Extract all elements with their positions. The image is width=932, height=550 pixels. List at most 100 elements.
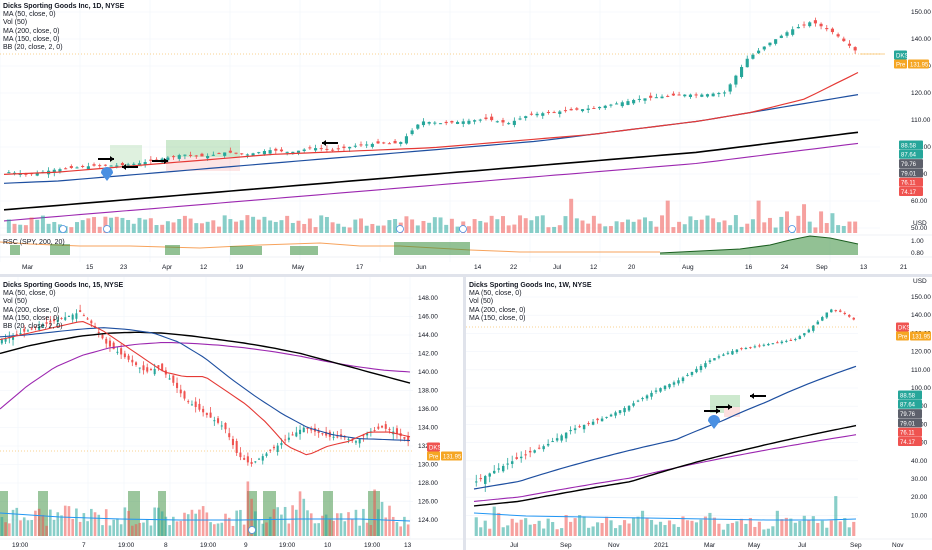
daily-volume-bar (563, 216, 568, 233)
weekly-candle (609, 414, 613, 417)
daily-candle (177, 155, 181, 159)
intraday-price-tag-symbol: DKS (429, 445, 441, 451)
daily-volume-bar (410, 219, 415, 233)
daily-volume-bar (591, 215, 596, 233)
weekly-candle (852, 317, 855, 320)
intraday-price-tick: 138.00 (418, 388, 438, 395)
intraday-candle (142, 365, 145, 371)
intraday-volume-bar (116, 518, 119, 536)
daily-candle (348, 146, 352, 149)
weekly-candle (816, 321, 820, 325)
weekly-chart-canvas[interactable]: 150.00140.00130.00120.00110.00100.0080.0… (466, 277, 932, 550)
daily-volume-bar (296, 220, 301, 233)
daily-candle (694, 94, 698, 96)
daily-candle (376, 141, 380, 144)
intraday-candle (235, 441, 238, 453)
intraday-volume-bar (30, 520, 33, 536)
weekly-chart-panel[interactable]: 150.00140.00130.00120.00110.00100.0080.0… (466, 277, 932, 550)
weekly-volume-bar (591, 526, 595, 536)
daily-candle (455, 121, 460, 124)
weekly-candle (542, 446, 545, 450)
weekly-candle (681, 377, 685, 382)
intraday-candle (34, 326, 37, 328)
intraday-candle (276, 445, 279, 452)
intraday-candle (183, 391, 186, 399)
weekly-box-red (724, 407, 740, 417)
intraday-volume-bar (276, 507, 279, 536)
weekly-side-label-bg (898, 418, 922, 428)
intraday-volume-bar (205, 512, 209, 536)
intraday-price-tag-symbol-bg (427, 442, 440, 452)
daily-candle (711, 93, 715, 97)
intraday-volume-bar (324, 514, 328, 536)
intraday-candle (258, 458, 261, 460)
weekly-candle (695, 368, 698, 373)
daily-volume-bar (313, 227, 318, 233)
weekly-volume-bar (515, 522, 519, 536)
intraday-volume-bar (186, 514, 190, 536)
weekly-candle (524, 454, 527, 456)
weekly-currency-label: USD (913, 278, 927, 285)
daily-x-tick: 13 (860, 264, 868, 271)
daily-candle (75, 167, 79, 169)
intraday-volume-bar (11, 509, 15, 536)
daily-x-tick: Aug (682, 264, 694, 271)
daily-candle (575, 108, 579, 110)
weekly-marker-pin (708, 415, 720, 429)
weekly-candle (614, 412, 617, 416)
intraday-candle (388, 428, 391, 431)
intraday-candle (75, 313, 78, 319)
weekly-arrow-head (728, 404, 732, 410)
weekly-volume-bar (613, 528, 618, 536)
daily-chart-canvas[interactable]: 150.00140.00130.00120.00110.00100.0080.0… (0, 0, 932, 274)
daily-volume-bar (557, 225, 562, 233)
daily-chart-panel[interactable]: 150.00140.00130.00120.00110.00100.0080.0… (0, 0, 932, 274)
weekly-candle (537, 447, 541, 449)
weekly-volume-bar (690, 520, 694, 536)
weekly-volume-bar (492, 506, 496, 536)
daily-candle (484, 117, 488, 120)
daily-candle (359, 144, 363, 146)
daily-candle (58, 169, 62, 172)
weekly-volume-bar (685, 520, 690, 536)
intraday-volume-bar (388, 505, 391, 536)
intraday-volume-bar (71, 518, 74, 536)
weekly-volume-bar (762, 529, 766, 536)
weekly-candle (663, 385, 667, 390)
daily-volume-bar (194, 223, 199, 233)
daily-candle (296, 150, 301, 153)
intraday-candle (295, 432, 298, 437)
intraday-candle (187, 401, 190, 403)
weekly-price-tag-price-bg (910, 331, 931, 341)
intraday-chart-canvas[interactable]: 148.00 146.00 144.00 142.00 140.00 138.00 136.… (0, 277, 463, 550)
weekly-volume-bar (676, 526, 681, 536)
intraday-price-tick: 142.00 (418, 351, 438, 358)
weekly-volume-bar (843, 518, 847, 536)
weekly-volume-bar (474, 517, 478, 536)
intraday-candle (220, 425, 223, 427)
weekly-candle (645, 395, 649, 399)
daily-candle (603, 105, 607, 108)
intraday-candle (366, 433, 369, 436)
daily-candle (739, 66, 744, 77)
daily-candle (274, 148, 278, 151)
daily-volume-bar (114, 216, 119, 233)
intraday-volume-bar (101, 525, 104, 536)
daily-volume-bar (608, 226, 613, 233)
weekly-volume-bar (834, 496, 838, 536)
daily-volume-bar (495, 219, 500, 233)
intraday-volume-bar (8, 523, 11, 536)
daily-candle (796, 26, 800, 29)
daily-volume-bar (239, 220, 244, 233)
intraday-volume-bar (328, 519, 332, 536)
intraday-candle (287, 437, 290, 440)
weekly-candle (722, 354, 725, 356)
weekly-x-tick: Jul (798, 542, 807, 549)
daily-volume-bar (540, 215, 545, 233)
daily-candle (819, 23, 823, 27)
intraday-chart-panel[interactable]: 148.00 146.00 144.00 142.00 140.00 138.00 136.… (0, 277, 463, 550)
intraday-candle (131, 359, 134, 363)
daily-candle (7, 172, 11, 174)
weekly-candle (596, 418, 599, 421)
weekly-candle (479, 478, 482, 480)
